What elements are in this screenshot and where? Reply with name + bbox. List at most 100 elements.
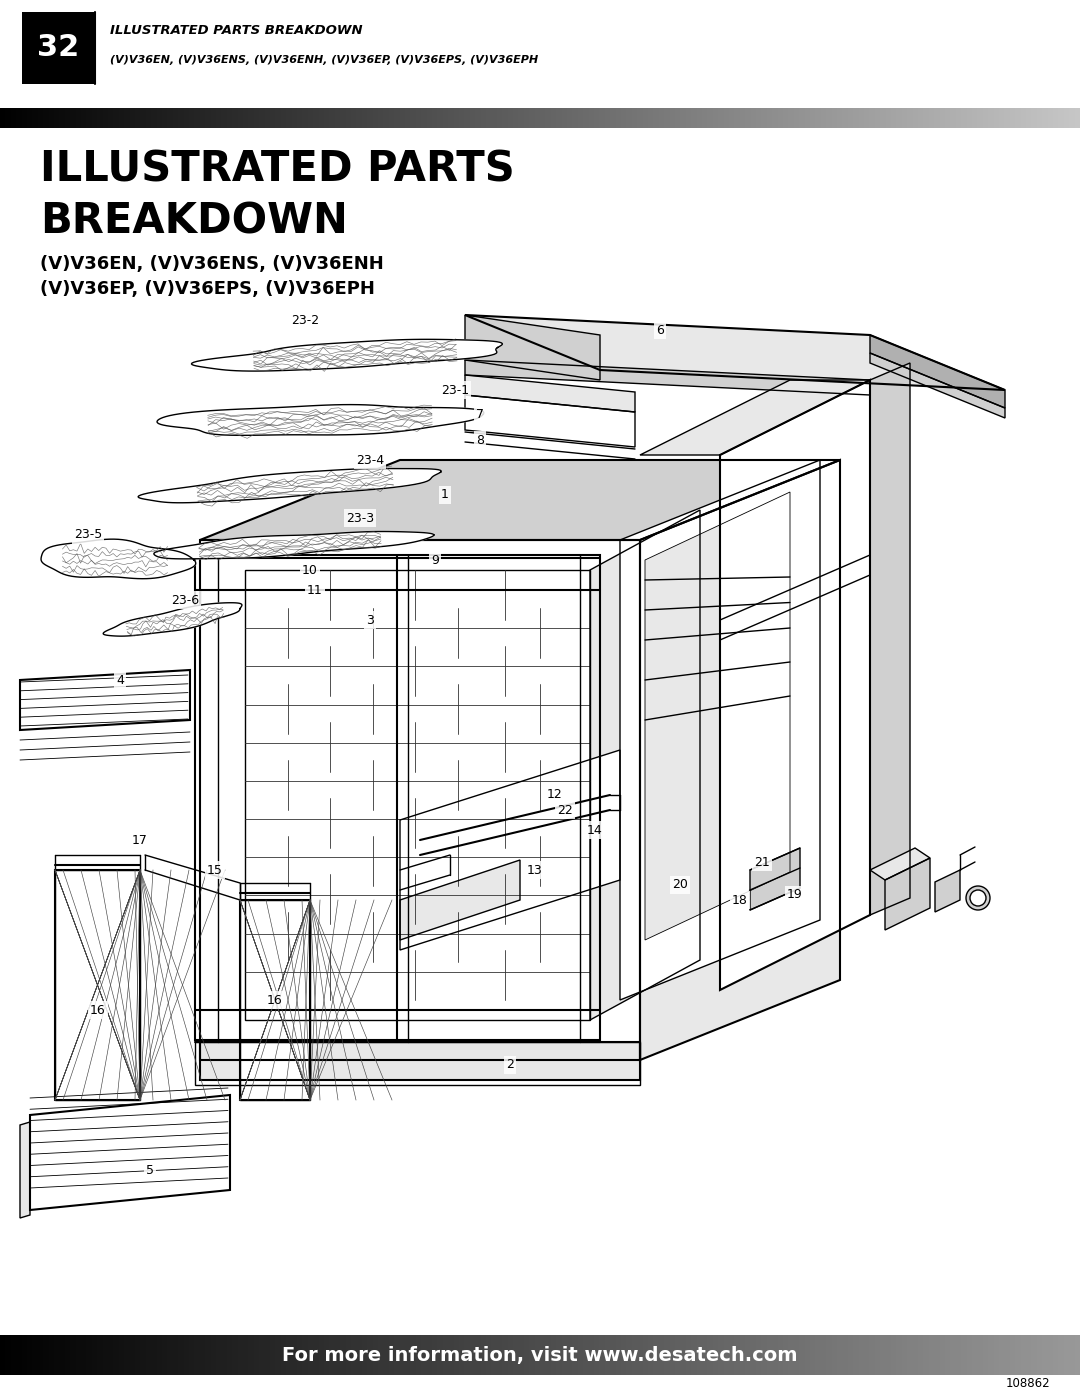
Bar (356, 108, 362, 129)
Bar (664, 108, 670, 129)
Bar (383, 108, 389, 129)
Bar (92, 108, 97, 129)
Bar (157, 1336, 162, 1375)
Bar (594, 108, 599, 129)
Text: 7: 7 (476, 408, 484, 422)
Bar (864, 1336, 869, 1375)
Bar (734, 108, 740, 129)
Bar (135, 108, 140, 129)
Bar (286, 108, 292, 129)
Text: 21: 21 (754, 855, 770, 869)
Bar (140, 108, 146, 129)
Bar (448, 1336, 454, 1375)
Bar (1064, 1336, 1069, 1375)
Bar (464, 1336, 470, 1375)
Bar (119, 1336, 124, 1375)
Text: 23-5: 23-5 (73, 528, 103, 542)
Bar (254, 1336, 259, 1375)
Bar (675, 108, 680, 129)
Bar (643, 1336, 648, 1375)
Bar (1010, 108, 1015, 129)
Bar (562, 108, 567, 129)
Polygon shape (640, 380, 870, 455)
Bar (832, 1336, 837, 1375)
Bar (49, 1336, 54, 1375)
Bar (729, 1336, 734, 1375)
Bar (805, 108, 810, 129)
Bar (221, 108, 227, 129)
Bar (842, 108, 848, 129)
Bar (599, 1336, 605, 1375)
Bar (427, 1336, 432, 1375)
Bar (848, 1336, 853, 1375)
Bar (22, 108, 27, 129)
Bar (194, 1336, 200, 1375)
Bar (772, 108, 778, 129)
Polygon shape (645, 492, 789, 940)
Polygon shape (870, 848, 930, 880)
Bar (680, 108, 686, 129)
Bar (81, 1336, 86, 1375)
Bar (864, 108, 869, 129)
Bar (1058, 108, 1064, 129)
Bar (1042, 108, 1048, 129)
Text: 4: 4 (116, 673, 124, 686)
Text: 9: 9 (431, 553, 438, 567)
Bar (140, 1336, 146, 1375)
Bar (956, 108, 961, 129)
Bar (308, 108, 313, 129)
Bar (162, 108, 167, 129)
Text: 13: 13 (527, 863, 543, 876)
Text: 23-4: 23-4 (356, 454, 384, 467)
Bar (308, 1336, 313, 1375)
Bar (356, 1336, 362, 1375)
Bar (724, 108, 729, 129)
Bar (448, 108, 454, 129)
Text: 3: 3 (366, 613, 374, 626)
Bar (562, 1336, 567, 1375)
Bar (713, 108, 718, 129)
Bar (907, 108, 913, 129)
Bar (972, 1336, 977, 1375)
Bar (578, 1336, 583, 1375)
Bar (103, 108, 108, 129)
Text: (V)V36EN, (V)V36ENS, (V)V36ENH, (V)V36EP, (V)V36EPS, (V)V36EPH: (V)V36EN, (V)V36ENS, (V)V36ENH, (V)V36EP… (110, 54, 538, 66)
Bar (405, 108, 410, 129)
Bar (167, 1336, 173, 1375)
Polygon shape (935, 870, 960, 912)
Bar (313, 1336, 319, 1375)
Bar (842, 1336, 848, 1375)
Text: 15: 15 (207, 863, 222, 876)
Bar (443, 108, 448, 129)
Bar (664, 1336, 670, 1375)
Polygon shape (590, 510, 700, 1020)
Bar (108, 1336, 113, 1375)
Bar (950, 1336, 956, 1375)
Bar (270, 108, 275, 129)
Polygon shape (465, 374, 635, 412)
Bar (605, 108, 610, 129)
Bar (324, 1336, 329, 1375)
Bar (821, 1336, 826, 1375)
Bar (189, 1336, 194, 1375)
Bar (691, 1336, 697, 1375)
Bar (551, 108, 556, 129)
Text: 22: 22 (557, 803, 572, 816)
Bar (1010, 1336, 1015, 1375)
Bar (508, 108, 513, 129)
Bar (1053, 108, 1058, 129)
Bar (902, 1336, 907, 1375)
Bar (1048, 108, 1053, 129)
Bar (626, 1336, 632, 1375)
Bar (211, 108, 216, 129)
Bar (589, 108, 594, 129)
Bar (373, 1336, 378, 1375)
Bar (76, 108, 81, 129)
Bar (599, 108, 605, 129)
Bar (691, 108, 697, 129)
Bar (680, 1336, 686, 1375)
Bar (794, 108, 799, 129)
Bar (11, 108, 16, 129)
Polygon shape (620, 460, 820, 1000)
Bar (659, 108, 664, 129)
